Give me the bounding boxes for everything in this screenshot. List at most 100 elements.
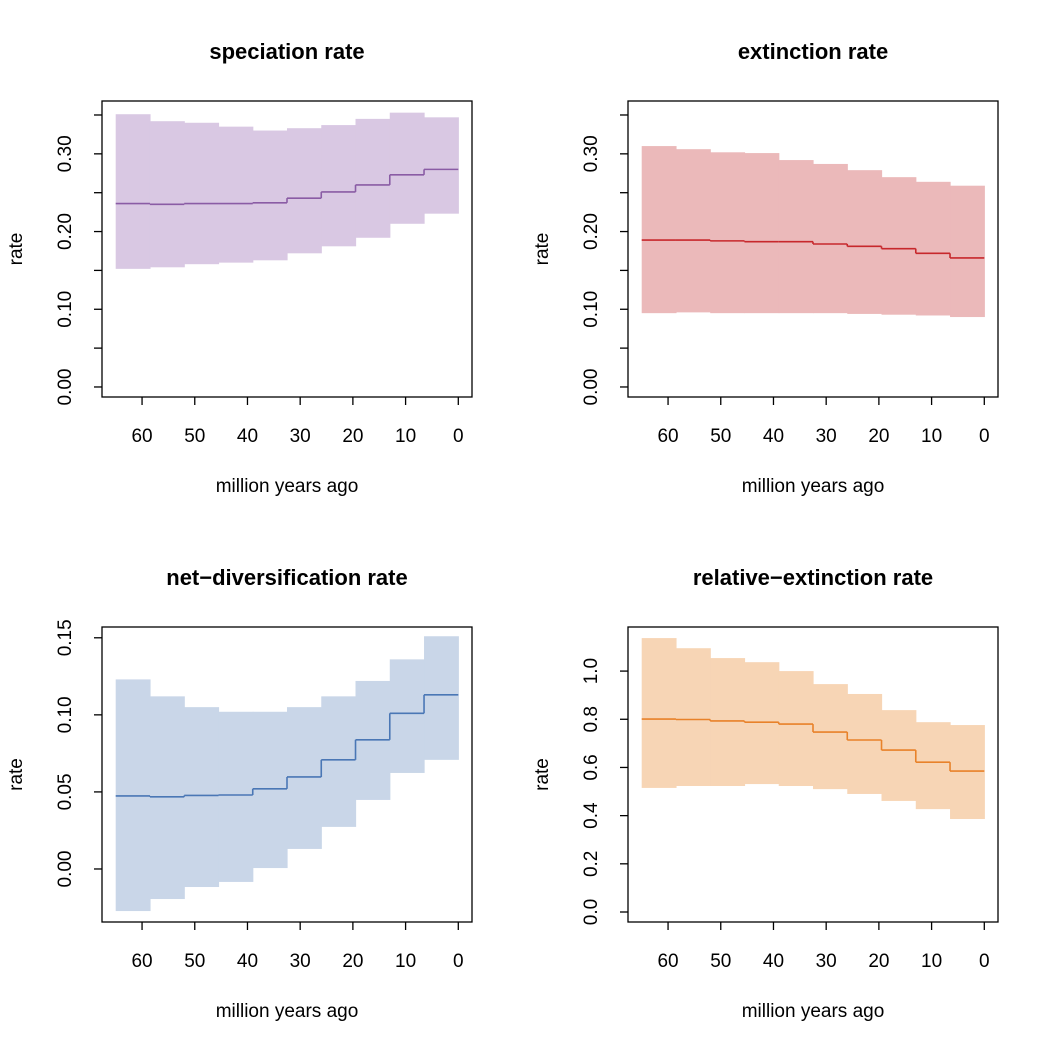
credible-band bbox=[675, 149, 711, 313]
credible-band bbox=[950, 725, 985, 820]
credible-band bbox=[744, 662, 780, 785]
credible-band bbox=[847, 170, 883, 314]
x-tick-label: 20 bbox=[342, 426, 363, 447]
credible-band bbox=[149, 696, 185, 900]
y-tick-label: 0.2 bbox=[581, 851, 602, 877]
credible-band bbox=[675, 648, 711, 787]
y-tick-label: 0.10 bbox=[55, 291, 76, 328]
x-tick-label: 40 bbox=[763, 426, 784, 447]
credible-band bbox=[915, 181, 951, 316]
plot-frame bbox=[627, 626, 999, 923]
x-axis-label: million years ago bbox=[216, 476, 359, 497]
x-tick-label: 10 bbox=[921, 951, 942, 972]
x-tick-label: 0 bbox=[979, 951, 990, 972]
credible-band bbox=[710, 658, 746, 787]
y-tick-label: 0.30 bbox=[55, 135, 76, 172]
x-tick-label: 60 bbox=[131, 426, 152, 447]
credible-band bbox=[710, 152, 746, 314]
panel-title: net−diversification rate bbox=[166, 565, 407, 590]
y-tick-label: 0.0 bbox=[581, 899, 602, 925]
credible-band bbox=[184, 122, 220, 265]
panel: 60 50 40 30 20 10 0 0.00 0.05 0.10 0.15 net−diversi… bbox=[6, 565, 473, 1022]
credible-band bbox=[881, 710, 917, 801]
y-tick-label: 0.10 bbox=[55, 696, 76, 733]
y-tick-label: 0.30 bbox=[581, 135, 602, 172]
panel-title: speciation rate bbox=[209, 39, 364, 64]
credible-band bbox=[389, 659, 425, 773]
y-tick-label: 0.8 bbox=[581, 706, 602, 732]
credible-band bbox=[252, 711, 288, 869]
x-tick-label: 30 bbox=[816, 951, 837, 972]
x-tick-label: 30 bbox=[290, 426, 311, 447]
credible-band bbox=[881, 177, 917, 315]
credible-band bbox=[218, 711, 254, 882]
x-tick-label: 50 bbox=[184, 951, 205, 972]
y-tick-label: 0.00 bbox=[55, 368, 76, 405]
credible-band bbox=[778, 160, 814, 314]
x-tick-label: 0 bbox=[979, 426, 990, 447]
x-tick-label: 30 bbox=[816, 426, 837, 447]
x-tick-label: 40 bbox=[763, 951, 784, 972]
plot-frame bbox=[627, 100, 999, 398]
x-tick-label: 40 bbox=[237, 951, 258, 972]
credible-band bbox=[424, 636, 459, 760]
x-tick-label: 60 bbox=[657, 426, 678, 447]
y-tick-label: 0.6 bbox=[581, 754, 602, 780]
credible-band bbox=[641, 638, 677, 788]
y-tick-label: 0.00 bbox=[581, 368, 602, 405]
x-tick-label: 10 bbox=[395, 426, 416, 447]
credible-band bbox=[813, 684, 848, 790]
panel: 60 50 40 30 20 10 0 0.0 0.2 0.4 0.6 0.8 1.0 relative−… bbox=[532, 565, 999, 1022]
x-tick-label: 10 bbox=[921, 426, 942, 447]
y-axis-label: rate bbox=[532, 758, 553, 791]
credible-band bbox=[778, 671, 814, 787]
credible-band bbox=[389, 112, 425, 224]
x-tick-label: 0 bbox=[453, 426, 464, 447]
x-tick-label: 0 bbox=[453, 951, 464, 972]
y-axis-label: rate bbox=[532, 233, 553, 266]
y-tick-label: 0.4 bbox=[581, 802, 602, 829]
credible-band bbox=[184, 707, 220, 888]
credible-band bbox=[287, 128, 322, 254]
y-tick-label: 0.20 bbox=[55, 213, 76, 250]
credible-band bbox=[355, 118, 391, 238]
credible-band bbox=[115, 114, 151, 269]
x-tick-label: 30 bbox=[290, 951, 311, 972]
x-axis-label: million years ago bbox=[216, 1001, 359, 1022]
x-tick-label: 10 bbox=[395, 951, 416, 972]
y-tick-label: 0.10 bbox=[581, 291, 602, 328]
panel: 60 50 40 30 20 10 0 0.00 0.10 0.20 0.30 speciation … bbox=[6, 39, 473, 497]
y-axis-label: rate bbox=[6, 233, 27, 266]
x-tick-label: 60 bbox=[131, 951, 152, 972]
x-tick-label: 50 bbox=[710, 951, 731, 972]
y-tick-label: 0.15 bbox=[55, 619, 76, 656]
x-axis-label: million years ago bbox=[742, 1001, 885, 1022]
y-tick-label: 0.05 bbox=[55, 773, 76, 810]
panel-title: extinction rate bbox=[738, 39, 888, 64]
panel: 60 50 40 30 20 10 0 0.00 0.10 0.20 0.30 extinction … bbox=[532, 39, 999, 497]
plot-frame bbox=[101, 626, 473, 923]
credible-band bbox=[321, 696, 357, 827]
credible-band bbox=[950, 185, 985, 318]
x-tick-label: 60 bbox=[657, 951, 678, 972]
x-tick-label: 20 bbox=[868, 426, 889, 447]
y-axis-label: rate bbox=[6, 758, 27, 791]
credible-band bbox=[813, 163, 848, 314]
panel-title: relative−extinction rate bbox=[693, 565, 933, 590]
credible-band bbox=[321, 125, 357, 247]
x-tick-label: 20 bbox=[342, 951, 363, 972]
credible-band bbox=[218, 126, 254, 263]
credible-band bbox=[744, 153, 780, 314]
y-tick-label: 0.00 bbox=[55, 850, 76, 887]
x-tick-label: 40 bbox=[237, 426, 258, 447]
plot-frame bbox=[101, 100, 473, 398]
credible-band bbox=[915, 722, 951, 810]
credible-band bbox=[641, 146, 677, 314]
x-axis-label: million years ago bbox=[742, 476, 885, 497]
credible-band bbox=[847, 693, 883, 794]
y-tick-label: 0.20 bbox=[581, 213, 602, 250]
x-tick-label: 50 bbox=[184, 426, 205, 447]
credible-band bbox=[149, 121, 185, 268]
x-tick-label: 20 bbox=[868, 951, 889, 972]
